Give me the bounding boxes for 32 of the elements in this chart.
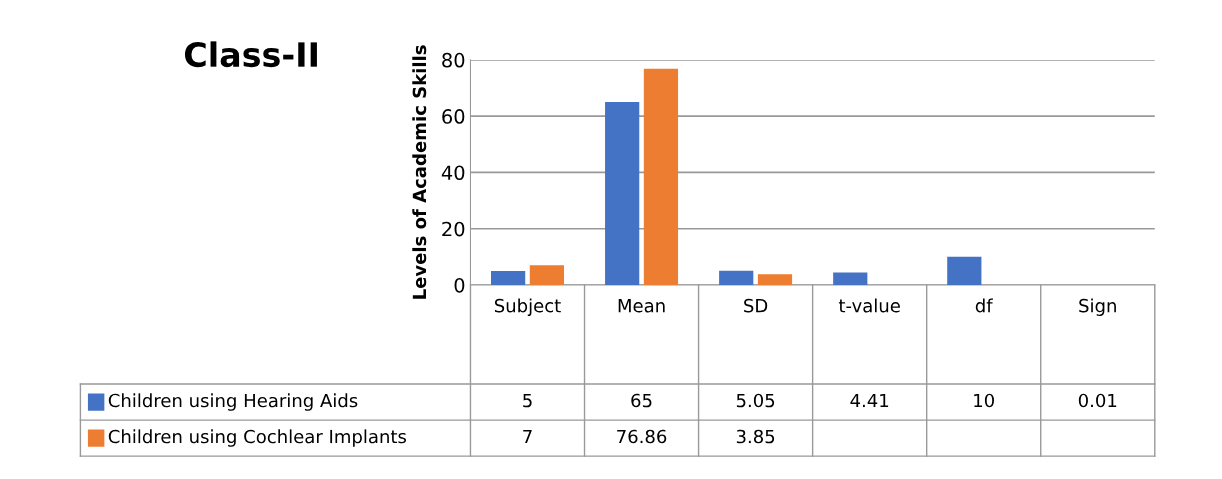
y-tick-label: 40 bbox=[441, 165, 465, 181]
data-label: 4.41 bbox=[850, 393, 889, 408]
data-label: 7 bbox=[523, 429, 532, 444]
y-tick-label: 80 bbox=[442, 52, 465, 68]
x-tick-label: t-value bbox=[838, 298, 900, 313]
data-label: 10 bbox=[974, 393, 994, 408]
y-tick-label: 20 bbox=[442, 221, 465, 237]
bar bbox=[833, 272, 868, 285]
x-tick-label: Mean bbox=[618, 299, 665, 313]
bar bbox=[719, 270, 754, 285]
data-label: 0.01 bbox=[1078, 393, 1117, 408]
x-tick-label: SD bbox=[744, 298, 768, 313]
x-tick-label: Sign bbox=[1079, 298, 1116, 316]
bar bbox=[947, 256, 982, 285]
data-label: 76.86 bbox=[617, 429, 667, 444]
data-label: 65 bbox=[631, 393, 652, 408]
bar bbox=[491, 270, 526, 285]
y-tick-label: 0 bbox=[454, 277, 465, 293]
bar bbox=[529, 265, 564, 285]
bar bbox=[605, 102, 640, 285]
data-label: 5 bbox=[523, 393, 532, 408]
bar bbox=[757, 274, 793, 285]
bar bbox=[643, 68, 679, 285]
x-tick-label: df bbox=[975, 298, 993, 313]
data-label: 3.85 bbox=[736, 429, 775, 444]
legend-label: Children using Cochlear Implants bbox=[108, 429, 407, 447]
y-tick-label: 60 bbox=[442, 109, 465, 124]
y-axis-title: Levels of Academic Skills bbox=[412, 45, 427, 299]
x-tick-label: Subject bbox=[494, 298, 561, 316]
data-label: 5.05 bbox=[736, 393, 775, 408]
legend-label: Children using Hearing Aids bbox=[108, 393, 358, 411]
chart-title: Class-II bbox=[184, 41, 317, 68]
